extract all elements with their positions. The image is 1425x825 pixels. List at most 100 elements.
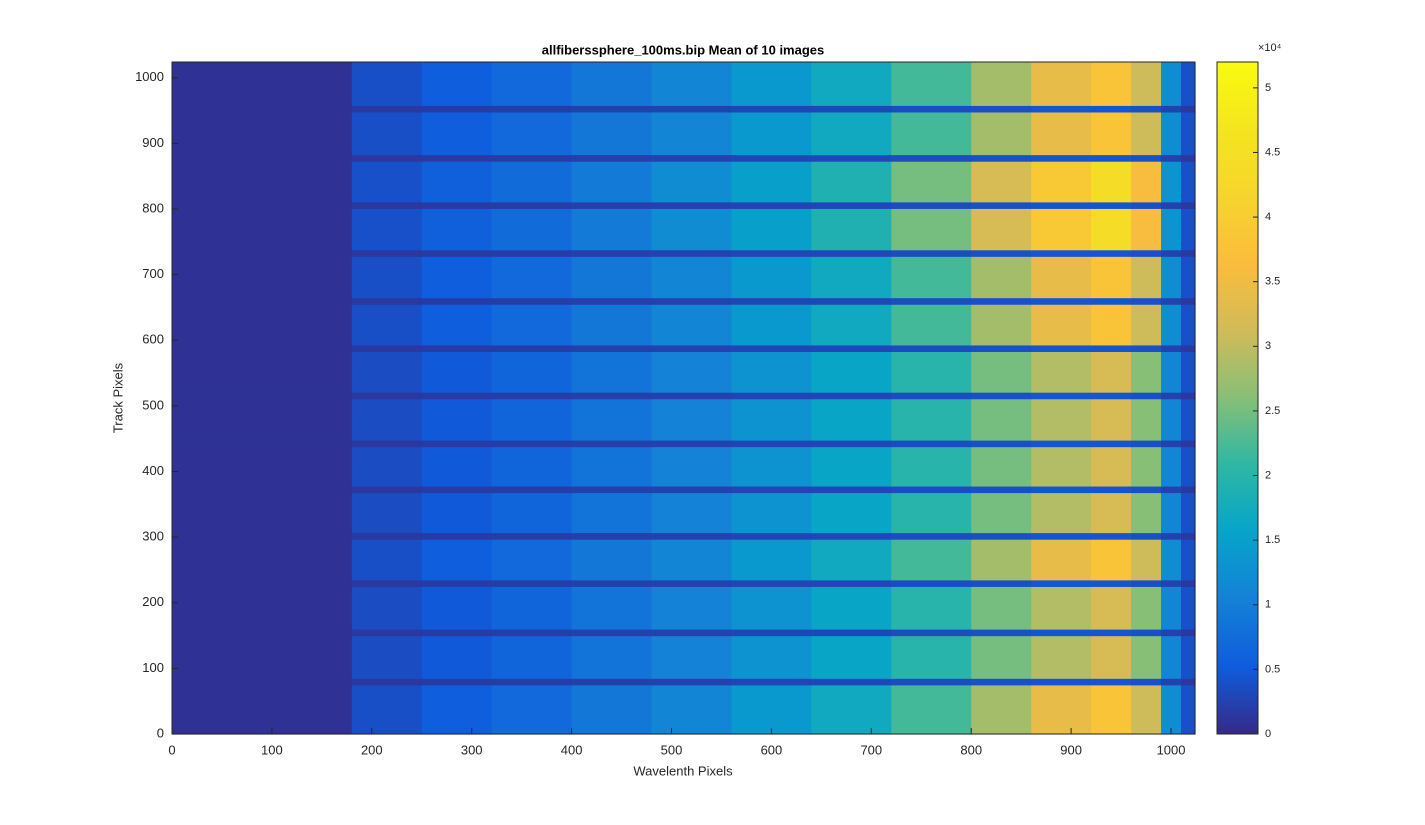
heatmap-cell	[1031, 344, 1092, 353]
heatmap	[172, 62, 1196, 735]
heatmap-cell	[731, 201, 812, 209]
heatmap-cell	[1181, 249, 1196, 257]
colorbar-exponent: ×10⁴	[1258, 42, 1282, 54]
heatmap-cell	[172, 105, 353, 113]
y-axis-label: Track Pixels	[110, 362, 125, 433]
heatmap-cell	[172, 344, 353, 353]
heatmap-cell	[731, 297, 812, 305]
heatmap-cell	[891, 201, 972, 209]
heatmap-cell	[1131, 344, 1162, 353]
heatmap-cell	[1161, 446, 1182, 487]
heatmap-cell	[1031, 208, 1092, 251]
heatmap-cell	[351, 62, 423, 106]
colorbar-tick-label: 1.5	[1265, 534, 1280, 546]
heatmap-cell	[571, 629, 653, 637]
heatmap-cell	[891, 539, 972, 581]
heatmap-cell	[731, 586, 812, 630]
heatmap-cell	[971, 629, 1032, 637]
heatmap-cell	[1181, 635, 1196, 679]
heatmap-cell	[891, 105, 972, 113]
heatmap-cell	[421, 678, 493, 686]
heatmap-cell	[421, 105, 493, 113]
heatmap-cell	[172, 678, 353, 686]
heatmap-cell	[1091, 161, 1132, 203]
heatmap-cell	[971, 398, 1032, 441]
heatmap-cell	[351, 208, 423, 251]
y-tick-label: 1000	[135, 69, 164, 84]
heatmap-cell	[1091, 586, 1132, 630]
heatmap-cell	[1031, 398, 1092, 441]
heatmap-cell	[351, 297, 423, 305]
heatmap-cell	[811, 392, 892, 400]
heatmap-cell	[571, 208, 653, 251]
heatmap-cell	[1031, 532, 1092, 540]
heatmap-cell	[1031, 256, 1092, 299]
heatmap-cell	[1181, 154, 1196, 162]
x-tick-label: 800	[960, 742, 982, 757]
heatmap-cell	[421, 684, 493, 735]
heatmap-cell	[651, 539, 733, 581]
colorbar-tick-label: 4	[1265, 211, 1271, 223]
heatmap-cell	[1131, 579, 1162, 587]
heatmap-cell	[421, 586, 493, 630]
heatmap-cell	[172, 492, 353, 534]
heatmap-cell	[1031, 635, 1092, 679]
heatmap-cell	[351, 532, 423, 540]
heatmap-cell	[1031, 492, 1092, 534]
heatmap-cell	[1181, 161, 1196, 203]
heatmap-cell	[172, 201, 353, 209]
heatmap-cell	[1161, 586, 1182, 630]
heatmap-cell	[172, 62, 353, 106]
heatmap-cell	[491, 398, 573, 441]
heatmap-cell	[1161, 208, 1182, 251]
colorbar-tick-label: 2	[1265, 469, 1271, 481]
heatmap-cell	[1161, 635, 1182, 679]
heatmap-cell	[971, 249, 1032, 257]
heatmap-cell	[1161, 539, 1182, 581]
heatmap-cell	[651, 208, 733, 251]
heatmap-cell	[421, 201, 493, 209]
heatmap-cell	[421, 579, 493, 587]
heatmap-cell	[1091, 304, 1132, 346]
heatmap-cell	[351, 485, 423, 494]
heatmap-cell	[1181, 586, 1196, 630]
heatmap-cell	[1181, 532, 1196, 540]
heatmap-cell	[651, 161, 733, 203]
heatmap-cell	[571, 678, 653, 686]
heatmap-cell	[811, 62, 892, 106]
heatmap-cell	[651, 532, 733, 540]
heatmap-cell	[1091, 111, 1132, 156]
heatmap-cell	[971, 446, 1032, 487]
heatmap-cell	[971, 635, 1032, 679]
colorbar	[1216, 61, 1259, 735]
heatmap-cell	[811, 579, 892, 587]
heatmap-cell	[891, 62, 972, 106]
heatmap-cell	[1161, 678, 1182, 686]
heatmap-cell	[172, 629, 353, 637]
heatmap-cell	[811, 249, 892, 257]
heatmap-cell	[731, 344, 812, 353]
colorbar-tick-label: 4.5	[1265, 146, 1280, 158]
heatmap-cell	[172, 635, 353, 679]
heatmap-cell	[811, 635, 892, 679]
heatmap-cell	[1161, 249, 1182, 257]
heatmap-cell	[421, 635, 493, 679]
heatmap-cell	[891, 635, 972, 679]
heatmap-cell	[731, 111, 812, 156]
heatmap-cell	[571, 532, 653, 540]
heatmap-cell	[1131, 485, 1162, 494]
heatmap-cell	[651, 446, 733, 487]
heatmap-cell	[1091, 208, 1132, 251]
heatmap-cell	[491, 629, 573, 637]
heatmap-cell	[351, 256, 423, 299]
heatmap-cell	[1091, 684, 1132, 735]
heatmap-cell	[351, 154, 423, 162]
heatmap-cell	[731, 485, 812, 494]
heatmap-cell	[891, 208, 972, 251]
heatmap-cell	[1031, 678, 1092, 686]
heatmap-cell	[1161, 485, 1182, 494]
heatmap-cell	[1091, 398, 1132, 441]
heatmap-cell	[1031, 304, 1092, 346]
heatmap-cell	[1131, 392, 1162, 400]
